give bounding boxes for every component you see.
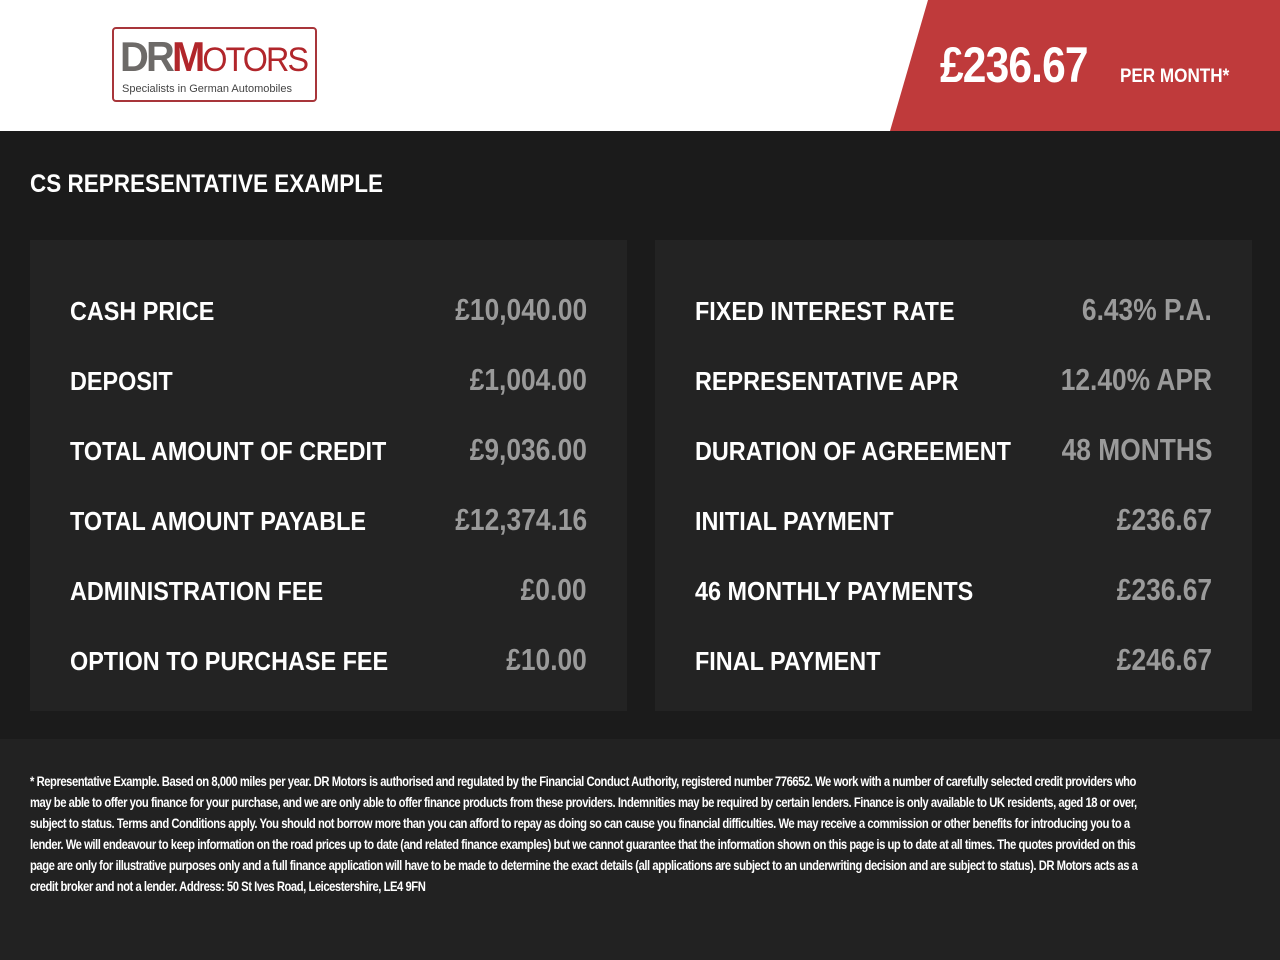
- finance-value: £12,374.16: [455, 502, 587, 537]
- disclaimer-text: * Representative Example. Based on 8,000…: [30, 774, 1138, 894]
- monthly-price: £236.67: [940, 37, 1089, 93]
- finance-value: 48 MONTHS: [1061, 432, 1212, 467]
- finance-value: £236.67: [1116, 502, 1212, 537]
- finance-row: 46 MONTHLY PAYMENTS £236.67: [695, 570, 1212, 610]
- finance-row: DEPOSIT £1,004.00: [70, 360, 587, 400]
- finance-value: £246.67: [1116, 642, 1212, 677]
- finance-label: REPRESENTATIVE APR: [695, 366, 959, 396]
- logo-otors: OTORS: [202, 41, 309, 79]
- finance-value: £10.00: [506, 642, 587, 677]
- finance-label: CASH PRICE: [70, 296, 215, 326]
- logo-tagline: Specialists in German Automobiles: [122, 83, 292, 95]
- finance-label: DURATION OF AGREEMENT: [695, 436, 1011, 466]
- finance-row: FIXED INTEREST RATE 6.43% P.A.: [695, 290, 1212, 330]
- finance-row: TOTAL AMOUNT OF CREDIT £9,036.00: [70, 430, 587, 470]
- finance-label: FIXED INTEREST RATE: [695, 296, 955, 326]
- dr-motors-logo: DRMOTORS Specialists in German Automobil…: [112, 27, 317, 102]
- finance-label: TOTAL AMOUNT OF CREDIT: [70, 436, 387, 466]
- finance-row: OPTION TO PURCHASE FEE £10.00: [70, 640, 587, 680]
- finance-value: 6.43% P.A.: [1082, 292, 1212, 327]
- finance-label: ADMINISTRATION FEE: [70, 576, 324, 606]
- finance-value: £1,004.00: [469, 362, 587, 397]
- finance-row: REPRESENTATIVE APR 12.40% APR: [695, 360, 1212, 400]
- finance-label: FINAL PAYMENT: [695, 646, 881, 676]
- footer: * Representative Example. Based on 8,000…: [0, 739, 1280, 960]
- finance-value: £236.67: [1116, 572, 1212, 607]
- logo-dr: DR: [120, 33, 175, 80]
- finance-row: ADMINISTRATION FEE £0.00: [70, 570, 587, 610]
- finance-value: £0.00: [521, 572, 587, 607]
- finance-label: INITIAL PAYMENT: [695, 506, 894, 536]
- logo-m: M: [171, 33, 205, 80]
- finance-label: 46 MONTHLY PAYMENTS: [695, 576, 974, 606]
- finance-label: DEPOSIT: [70, 366, 173, 396]
- finance-row: TOTAL AMOUNT PAYABLE £12,374.16: [70, 500, 587, 540]
- per-month-label: PER MONTH*: [1120, 66, 1230, 87]
- logo-wordmark: DRMOTORS: [120, 33, 309, 81]
- finance-panel-left: CASH PRICE £10,040.00 DEPOSIT £1,004.00 TOTA…: [30, 240, 627, 711]
- finance-panel-right: FIXED INTEREST RATE 6.43% P.A. REPRESENTAT…: [655, 240, 1252, 711]
- finance-row: INITIAL PAYMENT £236.67: [695, 500, 1212, 540]
- finance-value: 12.40% APR: [1060, 362, 1212, 397]
- finance-value: £9,036.00: [469, 432, 587, 467]
- finance-value: £10,040.00: [455, 292, 587, 327]
- finance-row: DURATION OF AGREEMENT 48 MONTHS: [695, 430, 1212, 470]
- finance-row: FINAL PAYMENT £246.67: [695, 640, 1212, 680]
- price-band: [890, 0, 1280, 131]
- finance-row: CASH PRICE £10,040.00: [70, 290, 587, 330]
- finance-label: OPTION TO PURCHASE FEE: [70, 646, 389, 676]
- header: DRMOTORS Specialists in German Automobil…: [0, 0, 1280, 131]
- section-title: CS REPRESENTATIVE EXAMPLE: [30, 170, 383, 198]
- finance-label: TOTAL AMOUNT PAYABLE: [70, 506, 367, 536]
